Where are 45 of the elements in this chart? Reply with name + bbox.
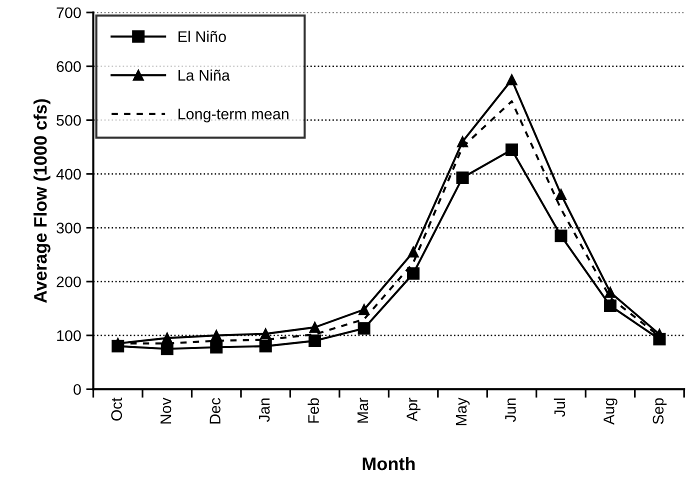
legend-label: La Niña <box>178 69 230 81</box>
legend-label: El Niño <box>178 30 226 42</box>
x-tick-label: May <box>456 398 470 426</box>
point <box>309 322 320 333</box>
y-tick-label: 0 <box>74 384 81 395</box>
point <box>308 334 322 348</box>
x-tick-label: Sep <box>652 398 667 424</box>
point <box>358 322 370 335</box>
legend-label: Long-term mean <box>178 108 288 122</box>
y-tick-label: 300 <box>56 222 81 234</box>
point <box>604 300 616 312</box>
point <box>259 340 272 352</box>
y-tick-label: 700 <box>56 7 81 18</box>
x-tick-label: Jun <box>505 398 516 422</box>
y-tick-label: 200 <box>56 276 81 288</box>
point <box>456 171 469 184</box>
point <box>112 340 124 352</box>
x-tick-label: Jul <box>554 398 566 417</box>
point <box>555 188 567 200</box>
point <box>506 74 518 86</box>
x-tick-label: Feb <box>308 398 319 423</box>
x-tick-label: Oct <box>111 398 122 421</box>
point <box>160 342 174 356</box>
x-tick-label: Nov <box>160 398 172 424</box>
point <box>604 286 616 298</box>
x-tick-label: Jan <box>259 398 270 422</box>
y-tick-label: 400 <box>56 168 81 180</box>
point <box>210 340 223 354</box>
x-tick-label: Mar <box>358 398 368 423</box>
x-axis-title: Month <box>362 456 415 470</box>
y-tick-label: 500 <box>56 114 81 126</box>
point <box>506 143 518 156</box>
point <box>554 230 568 242</box>
x-tick-label: Aug <box>604 398 618 425</box>
x-tick-label: Dec <box>210 398 220 424</box>
x-tick-label: Apr <box>406 398 420 422</box>
y-tick-label: 600 <box>56 61 81 72</box>
point <box>407 267 420 280</box>
y-tick-label: 100 <box>57 330 81 342</box>
y-axis-title: Average Flow (1000 cfs) <box>34 99 50 303</box>
point <box>210 330 222 341</box>
point <box>358 304 370 316</box>
point <box>653 332 666 346</box>
point <box>408 246 419 258</box>
point <box>260 328 272 340</box>
